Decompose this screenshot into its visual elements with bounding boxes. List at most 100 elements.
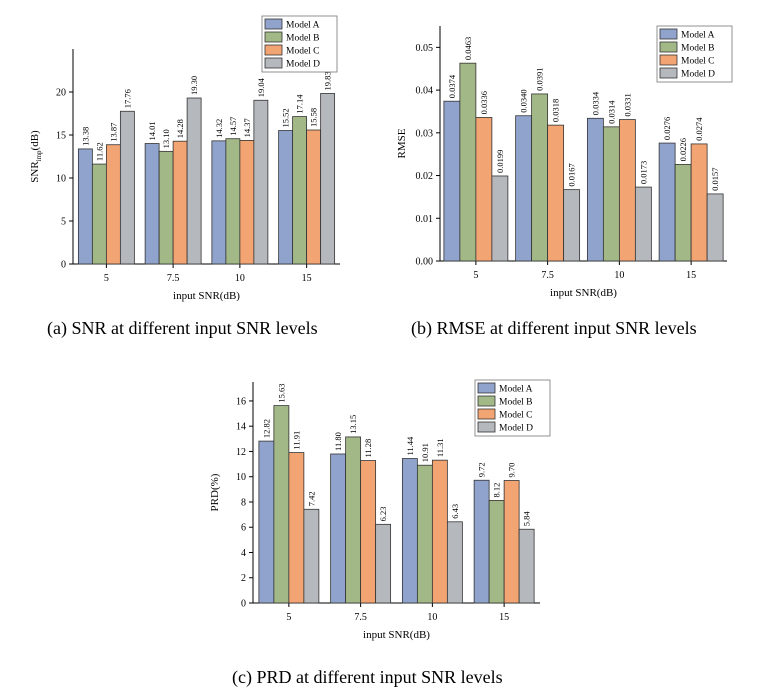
data-label: 6.43 — [450, 504, 460, 519]
legend-swatch-model-c — [264, 44, 283, 56]
x-tick-label: 7.5 — [167, 273, 180, 284]
data-label: 0.0173 — [638, 161, 648, 184]
bar-model-d-5 — [119, 110, 135, 265]
bar-model-a-7-5 — [330, 453, 347, 604]
y-tick-label: 8 — [241, 497, 246, 508]
legend-label-model-d: Model D — [681, 70, 715, 80]
bar-model-c-5 — [288, 452, 305, 604]
bar-model-a-15 — [473, 479, 490, 604]
x-tick-label: 5 — [286, 612, 291, 623]
x-tick-label: 7.5 — [354, 612, 367, 623]
data-label: 19.04 — [256, 77, 266, 97]
x-tick-label: 15 — [686, 270, 696, 281]
bar-model-b-10 — [416, 464, 433, 604]
data-label: 15.63 — [276, 383, 286, 402]
legend-label-model-b: Model B — [286, 34, 320, 44]
data-label: 6.23 — [378, 506, 388, 521]
bar-model-d-7-5 — [563, 189, 581, 262]
x-tick-label: 15 — [302, 273, 312, 284]
y-tick-label: 15 — [56, 131, 66, 142]
bar-model-d-10 — [446, 521, 463, 604]
data-label: 0.0340 — [519, 89, 529, 112]
y-tick-label: 0.01 — [416, 214, 434, 225]
data-label: 13.15 — [348, 415, 358, 434]
data-label: 0.0274 — [694, 117, 704, 141]
rmse-chart-caption: (b) RMSE at different input SNR levels — [411, 318, 697, 338]
legend-swatch-model-b — [477, 395, 496, 407]
legend-label-model-b: Model B — [499, 398, 533, 408]
legend-label-model-a: Model A — [286, 21, 320, 31]
y-tick-label: 0 — [241, 599, 246, 610]
legend-label-model-d: Model D — [286, 60, 320, 70]
bar-model-d-7-5 — [375, 523, 392, 604]
y-tick-label: 14 — [236, 422, 246, 433]
bar-model-b-5 — [273, 405, 290, 604]
data-label: 0.0334 — [590, 91, 600, 115]
data-label: 11.44 — [405, 436, 415, 456]
y-axis-label: SNRimp(dB) — [29, 130, 43, 183]
data-label: 11.91 — [291, 431, 301, 450]
data-label: 0.0314 — [606, 100, 616, 124]
data-label: 13.87 — [108, 123, 118, 142]
legend-label-model-c: Model C — [286, 47, 320, 57]
legend-label-model-c: Model C — [681, 57, 715, 67]
x-tick-label: 15 — [499, 612, 509, 623]
legend-swatch-model-c — [477, 408, 496, 420]
data-label: 13.10 — [161, 129, 171, 148]
data-label: 0.0276 — [662, 117, 672, 140]
legend-swatch-model-c — [659, 54, 678, 66]
x-axis-label: input SNR(dB) — [363, 629, 430, 641]
y-tick-label: 0.02 — [416, 171, 434, 182]
x-tick-label: 10 — [427, 612, 437, 623]
y-tick-label: 5 — [61, 217, 66, 228]
bar-model-d-7-5 — [186, 97, 202, 265]
data-label: 15.58 — [309, 108, 319, 127]
y-tick-label: 0.05 — [416, 43, 434, 54]
x-tick-label: 5 — [473, 270, 478, 281]
data-label: 14.32 — [214, 119, 224, 138]
y-tick-label: 0.04 — [416, 86, 434, 97]
data-label: 0.0157 — [710, 168, 720, 191]
data-label: 0.0463 — [463, 37, 473, 60]
data-label: 0.0331 — [622, 93, 632, 116]
y-tick-label: 12 — [236, 447, 246, 458]
data-label: 14.01 — [147, 121, 157, 140]
legend-label-model-a: Model A — [499, 385, 533, 395]
data-label: 17.76 — [122, 89, 132, 108]
bar-model-a-10 — [401, 458, 418, 604]
data-label: 0.0226 — [678, 138, 688, 161]
data-label: 0.0318 — [551, 99, 561, 122]
y-tick-label: 0.00 — [416, 257, 434, 268]
y-tick-label: 10 — [56, 174, 66, 185]
legend-label-model-b: Model B — [681, 44, 715, 54]
bar-model-c-10 — [431, 459, 448, 604]
legend-swatch-model-a — [477, 382, 496, 394]
bar-model-d-5 — [491, 175, 509, 262]
legend-swatch-model-d — [477, 421, 496, 433]
legend-swatch-model-d — [659, 67, 678, 79]
legend-label-model-a: Model A — [681, 31, 715, 41]
data-label: 11.80 — [333, 432, 343, 451]
data-label: 0.0374 — [447, 74, 457, 98]
data-label: 0.0391 — [535, 68, 545, 91]
data-label: 9.72 — [477, 462, 487, 477]
data-label: 19.30 — [189, 76, 199, 95]
data-label: 11.28 — [363, 439, 373, 458]
data-label: 17.14 — [295, 94, 305, 114]
bar-model-d-15 — [706, 193, 724, 262]
data-label: 9.70 — [507, 463, 517, 478]
y-tick-label: 0 — [61, 260, 66, 271]
data-label: 15.52 — [281, 108, 291, 127]
y-axis-label: RMSE — [396, 128, 408, 158]
y-tick-label: 2 — [241, 573, 246, 584]
bar-model-d-10 — [634, 186, 652, 262]
data-label: 0.0199 — [495, 150, 505, 173]
y-tick-label: 10 — [236, 472, 246, 483]
bar-model-d-10 — [253, 99, 269, 265]
x-tick-label: 5 — [104, 273, 109, 284]
data-label: 12.82 — [261, 419, 271, 438]
legend-swatch-model-b — [264, 31, 283, 43]
